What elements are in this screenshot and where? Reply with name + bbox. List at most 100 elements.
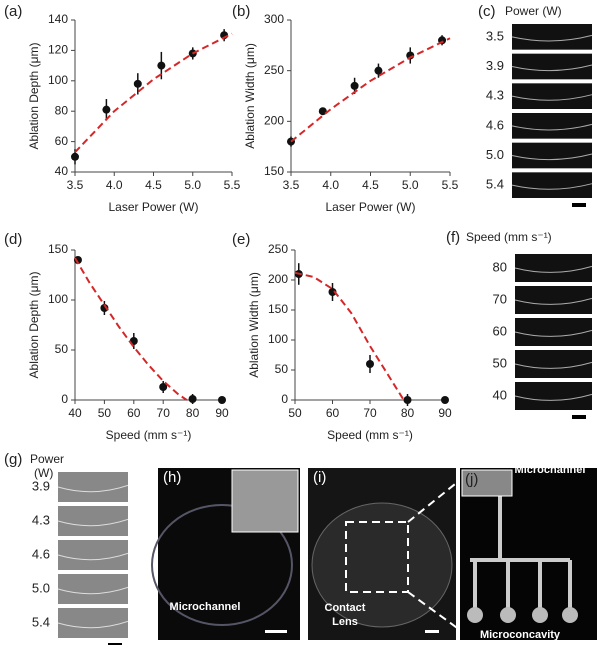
row-label: 3.9	[32, 478, 50, 493]
panel-label: (d)	[4, 231, 22, 248]
y-axis-label: Ablation Width (μm)	[247, 272, 261, 378]
y-axis-label: Ablation Depth (μm)	[27, 43, 41, 150]
y-tick-label: 0	[281, 392, 288, 406]
panel-label: (b)	[232, 3, 250, 20]
x-tick-label: 5.0	[184, 178, 201, 192]
data-point	[328, 288, 337, 296]
image-strip	[515, 286, 592, 314]
row-label: 40	[493, 387, 507, 402]
x-tick-label: 70	[363, 406, 377, 420]
y-tick-label: 60	[55, 134, 69, 148]
data-point	[100, 304, 109, 312]
inset	[461, 469, 513, 497]
row-label: 5.0	[32, 580, 50, 595]
y-tick-label: 100	[268, 332, 288, 346]
scale-bar	[108, 643, 122, 645]
x-tick-label: 5.0	[402, 178, 419, 192]
fit-line	[74, 257, 188, 401]
panel-label: (g)	[4, 451, 22, 468]
x-tick-label: 60	[127, 406, 141, 420]
data-point	[218, 396, 226, 404]
y-tick-label: 80	[55, 103, 69, 117]
data-point	[374, 66, 383, 75]
strip-texture	[57, 586, 129, 595]
y-tick-label: 100	[48, 292, 68, 306]
y-tick-label: 150	[48, 242, 68, 256]
x-tick-label: 3.5	[67, 178, 84, 192]
panel-label: (f)	[446, 229, 460, 246]
image-strip	[512, 142, 592, 169]
image-strip	[512, 172, 592, 198]
x-tick-label: 50	[288, 406, 302, 420]
x-axis-label: Speed (mm s⁻¹)	[106, 428, 192, 442]
x-tick-label: 4.0	[106, 178, 123, 192]
strip-texture	[511, 94, 593, 101]
x-axis-label: Laser Power (W)	[325, 200, 415, 214]
scale-bar	[425, 630, 439, 633]
data-point	[71, 152, 79, 161]
x-tick-label: 4.0	[322, 178, 339, 192]
row-label: 80	[493, 259, 507, 274]
row-label: 5.4	[32, 614, 50, 629]
image-strip	[515, 350, 592, 378]
row-label: 5.0	[486, 147, 504, 162]
annotation: Contact	[325, 602, 366, 614]
strip-texture	[511, 123, 593, 131]
y-tick-label: 50	[275, 362, 289, 376]
data-point	[441, 396, 449, 404]
strip-texture	[57, 552, 129, 561]
row-label: 60	[493, 323, 507, 338]
zoom-line	[407, 479, 461, 523]
x-axis-label: Laser Power (W)	[108, 200, 198, 214]
row-label: 3.9	[486, 58, 504, 73]
row-label: 70	[493, 291, 507, 306]
scale-bar	[572, 203, 586, 207]
image-strip	[58, 472, 128, 502]
strip-texture	[57, 620, 129, 629]
image-strip	[58, 608, 128, 638]
highlight-box	[345, 521, 409, 593]
y-axis-label: Ablation Width (μm)	[243, 43, 257, 149]
x-tick-label: 80	[186, 406, 200, 420]
strip-texture	[514, 361, 593, 369]
panel-label: (c)	[478, 3, 496, 20]
concavities	[467, 607, 578, 623]
x-tick-label: 5.5	[442, 178, 459, 192]
x-axis-label: Speed (mm s⁻¹)	[327, 428, 413, 442]
fit-line	[290, 37, 451, 143]
strip-texture	[514, 297, 593, 305]
strip-texture	[514, 265, 593, 273]
zoom-line	[407, 591, 461, 631]
data-point	[159, 383, 168, 391]
strip-texture	[511, 153, 593, 161]
row-label: 50	[493, 355, 507, 370]
x-tick-label: 4.5	[145, 178, 162, 192]
panel-unit: (W)	[34, 466, 53, 480]
panel-title: Power	[30, 452, 64, 466]
image-strip	[512, 24, 592, 50]
image-strip	[515, 382, 592, 410]
y-tick-label: 120	[48, 43, 68, 57]
x-tick-label: 3.5	[283, 178, 300, 192]
row-label: 5.4	[486, 177, 504, 192]
strip-texture	[511, 183, 593, 190]
data-point	[188, 395, 197, 403]
strip-texture	[57, 518, 129, 527]
x-tick-label: 50	[98, 406, 112, 420]
fit-line	[74, 32, 233, 153]
image-strip	[58, 540, 128, 570]
lens-outline	[151, 504, 293, 626]
annotation: Microchannel	[515, 464, 586, 476]
row-label: 4.3	[486, 88, 504, 103]
image-strip	[515, 318, 592, 346]
data-point	[157, 61, 166, 70]
panel-label: (h)	[163, 469, 181, 486]
y-tick-label: 150	[268, 302, 288, 316]
data-point	[102, 105, 111, 114]
y-tick-label: 100	[48, 73, 68, 87]
inset	[231, 469, 299, 533]
y-tick-label: 50	[55, 342, 69, 356]
strip-texture	[511, 34, 593, 42]
row-label: 4.3	[32, 512, 50, 527]
y-tick-label: 150	[264, 164, 284, 178]
